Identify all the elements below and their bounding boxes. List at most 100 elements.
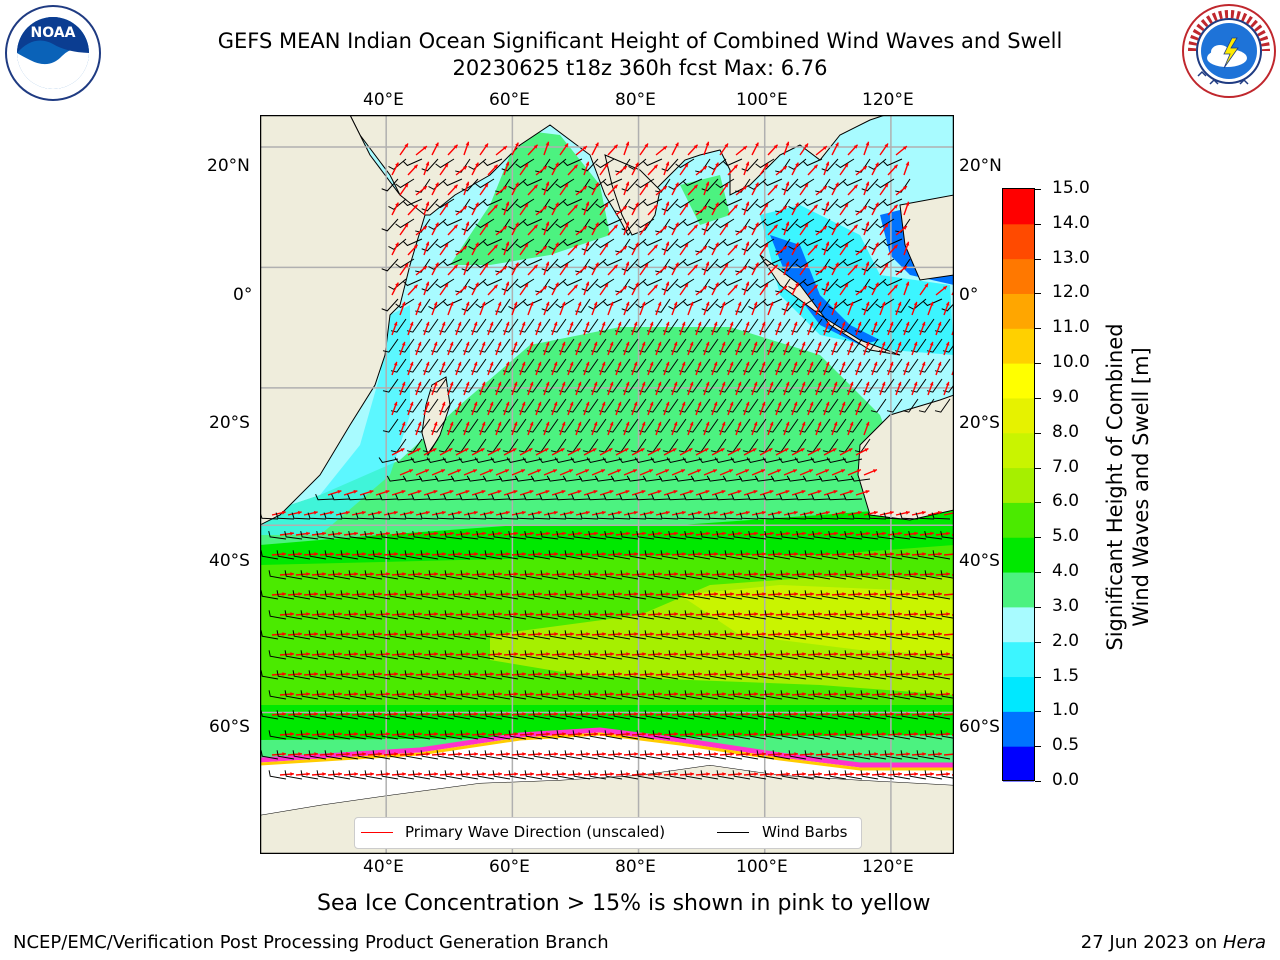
wind-barb [380,650,399,660]
wave-direction-arrowhead [385,490,390,494]
wave-direction-arrowhead [417,381,422,386]
wind-barb [381,298,399,312]
wave-direction-arrowhead [706,772,710,776]
wind-barb [675,512,695,520]
wind-barb [666,457,687,464]
wave-direction-arrowhead [898,692,902,696]
wind-barb [372,750,391,760]
wave-direction-arrowhead [346,752,350,756]
wind-barb [460,770,479,780]
colorbar-tick-label: 10.0 [1052,352,1090,373]
wind-barb [620,730,639,740]
wave-direction-arrowhead [346,712,350,716]
wind-barb [436,750,455,760]
wave-direction-arrowhead [306,612,310,616]
wind-barb [540,770,559,780]
wave-direction-arrowhead [564,263,569,268]
wind-barb [428,610,447,620]
wind-barb [428,178,447,190]
wave-direction-arrowhead [657,341,662,346]
wave-direction-arrowhead [809,401,814,406]
wave-direction-arrowhead [404,263,409,268]
wind-barb [348,770,367,780]
wind-barb [612,630,631,640]
wave-direction-arrowhead [594,652,598,656]
wave-direction-arrowhead [322,531,326,536]
wave-direction-arrowhead [522,752,526,756]
wind-barb [615,198,631,213]
wind-barb [636,610,655,620]
wind-barb [735,258,751,273]
wave-direction-arrowhead [653,244,658,249]
wind-barb [580,590,599,600]
wave-direction-arrowhead [874,552,878,556]
wave-direction-arrowhead [584,469,589,473]
wind-barb [795,258,815,269]
wind-barb [412,690,431,700]
wave-direction-arrowhead [545,181,550,186]
wind-barb [452,550,471,560]
wind-barb [844,690,863,700]
wind-barb [548,198,567,210]
wave-direction-arrowhead [562,652,566,656]
wind-barb [940,690,954,699]
wind-barb [524,770,543,780]
wind-barb [420,750,439,760]
wave-direction-arrowhead [426,592,430,596]
wave-direction-arrowhead [674,531,678,536]
wind-barb [495,258,511,273]
wave-direction-arrowhead [458,752,462,756]
wave-direction-arrowhead [514,772,518,776]
wave-direction-arrowhead [290,772,294,776]
wind-barb [900,630,919,640]
wind-barb [892,610,911,620]
wave-direction-arrowhead [425,361,430,366]
wave-direction-arrowhead [564,223,569,228]
wind-barb [276,670,295,680]
wind-barb [458,457,479,464]
wind-barb [588,610,607,620]
wave-direction-arrowhead [578,652,582,656]
wave-direction-arrowhead [314,712,318,716]
wave-direction-arrowhead [672,448,677,452]
wind-barb [556,690,575,700]
wind-barb [875,178,895,189]
wind-barb [364,650,383,660]
wind-barb [541,218,559,232]
wind-barb [428,258,447,270]
wave-direction-arrowhead [433,341,438,346]
wave-direction-arrowhead [730,712,734,716]
wind-barb [804,750,823,760]
wave-direction-arrowhead [898,772,902,776]
wind-barb [836,590,855,600]
wave-direction-arrowhead [604,203,609,208]
lat-label-left-60s: 60°S [209,717,250,737]
wave-direction-arrowhead [449,381,454,386]
wind-barb [508,570,527,580]
wave-direction-arrowhead [673,341,678,346]
wind-barb [490,457,511,464]
wind-barb [442,298,463,307]
wind-barb [764,570,783,580]
wind-barb [324,550,343,560]
wave-direction-arrowhead [393,510,398,515]
wave-direction-arrowhead [665,401,670,406]
wave-direction-arrowhead [713,321,718,326]
wave-direction-arrowhead [938,752,942,756]
wave-direction-arrowhead [424,469,429,473]
wave-direction-arrowhead [481,421,486,426]
wind-barb [421,238,439,252]
wave-direction-arrowhead [650,552,654,556]
wave-direction-arrowhead [546,732,550,736]
wave-direction-arrowhead [810,552,814,556]
wave-direction-arrowhead [696,469,701,473]
wave-direction-arrowhead [666,592,670,596]
wind-barb [324,670,343,680]
wave-direction-arrowhead [633,401,638,406]
wind-barb [482,158,503,167]
wind-barb [804,630,823,640]
wave-direction-arrowhead [441,321,446,326]
wave-direction-arrowhead [906,632,910,636]
wind-barb [524,610,543,620]
wave-direction-arrowhead [658,732,662,736]
